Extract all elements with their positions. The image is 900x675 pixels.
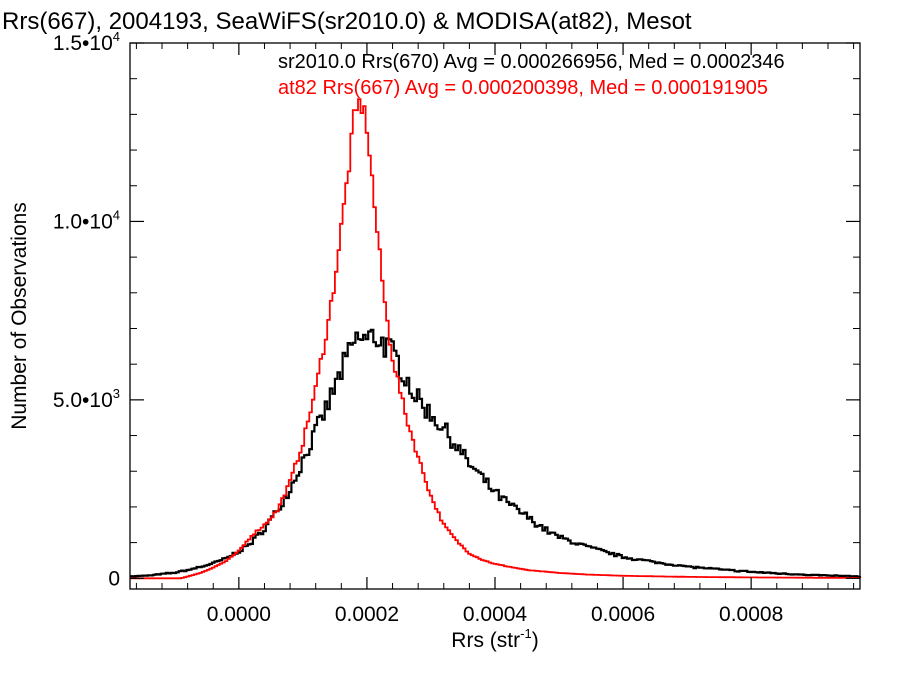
- ticks-layer: 0.0000 0.0002 0.0004 0.0006 0.0008 0 5.0•103 1.…: [53, 29, 860, 626]
- series-sr2010-line: [130, 328, 862, 578]
- series-at82-line: [130, 98, 860, 580]
- chart-title: Rrs(667), 2004193, SeaWiFS(sr2010.0) & M…: [2, 8, 692, 35]
- plot-frame: [129, 42, 861, 590]
- y-tick-label: 5.0•103: [53, 386, 120, 412]
- x-tick-label: 0.0002: [335, 603, 399, 626]
- y-tick-label: 1.5•104: [53, 29, 120, 55]
- legend: sr2010.0 Rrs(670) Avg = 0.000266956, Med…: [278, 51, 785, 99]
- x-tick-label: 0.0006: [591, 603, 655, 626]
- y-tick-label: 0: [108, 567, 120, 590]
- legend-entry-at82: at82 Rrs(667) Avg = 0.000200398, Med = 0…: [278, 77, 768, 99]
- x-axis-title: Rrs (str-1): [451, 626, 538, 652]
- y-tick-label: 1.0•104: [53, 207, 120, 233]
- y-axis-title: Number of Observations: [8, 202, 31, 430]
- legend-entry-sr2010: sr2010.0 Rrs(670) Avg = 0.000266956, Med…: [278, 51, 785, 73]
- x-tick-label: 0.0008: [719, 603, 783, 626]
- x-tick-label: 0.0000: [207, 603, 271, 626]
- x-tick-label: 0.0004: [463, 603, 528, 626]
- series-layer: [130, 98, 862, 580]
